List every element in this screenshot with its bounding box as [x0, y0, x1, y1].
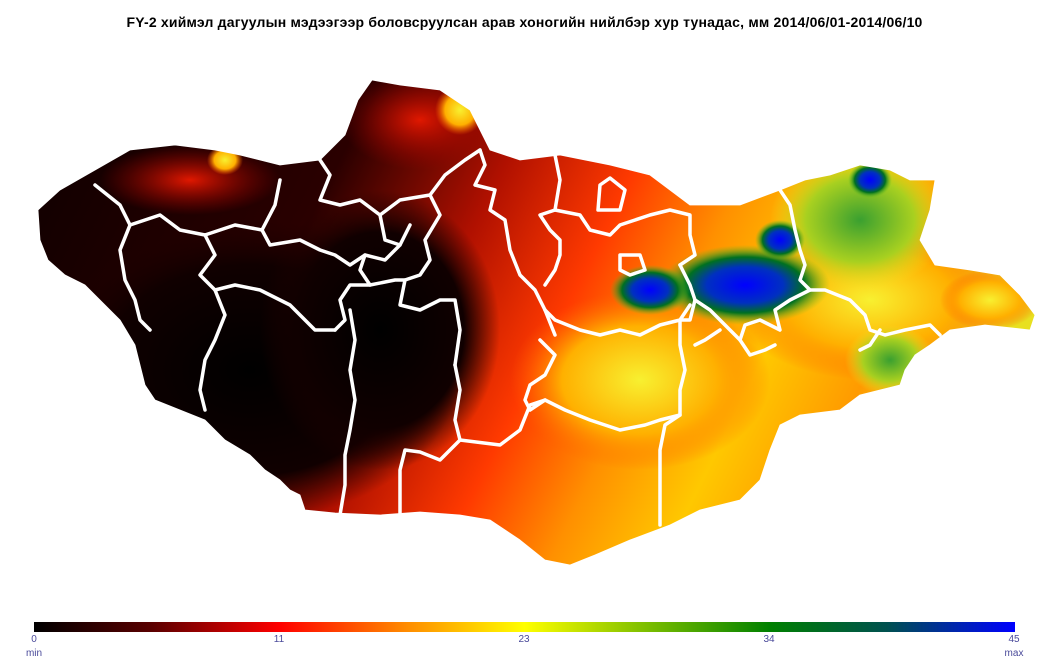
precipitation-field: [38, 80, 1035, 565]
colorbar-tick-23: 23: [518, 634, 530, 645]
map-title: FY-2 хиймэл дагуулын мэдээгээр боловсруу…: [126, 14, 923, 30]
colorbar-tick-0: 0: [31, 634, 37, 645]
colorbar-tick-45: 45: [1008, 634, 1020, 645]
province-borders: [37, 79, 1036, 566]
colorbar-tick-11: 11: [273, 634, 285, 645]
colorbar-min-label: min: [25, 648, 43, 659]
colorbar: [34, 622, 1015, 632]
colorbar-tick-34: 34: [763, 634, 775, 645]
colorbar-max-label: max: [1004, 648, 1024, 659]
